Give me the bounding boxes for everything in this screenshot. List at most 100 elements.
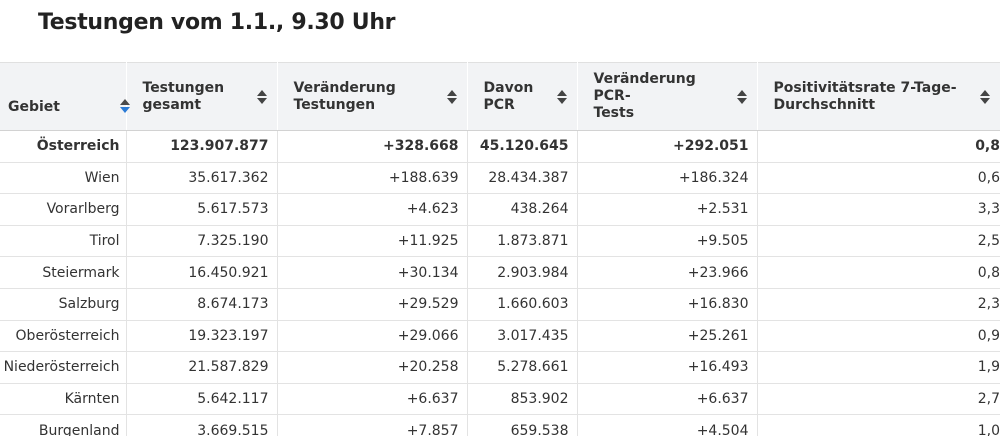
cell-positivitaetsrate: 2,5 <box>757 225 1000 258</box>
cell-davon-pcr: 5.278.661 <box>467 351 578 384</box>
cell-veraenderung-testungen: +328.668 <box>277 130 468 163</box>
cell-gebiet: Oberösterreich <box>0 320 127 353</box>
cell-positivitaetsrate: 0,8 <box>757 130 1000 163</box>
column-header-gebiet[interactable]: Gebiet <box>0 62 130 131</box>
column-header-label-line: Veränderung <box>293 79 396 96</box>
cell-veraenderung-testungen: +29.066 <box>277 320 468 353</box>
column-header-testungen-gesamt[interactable]: Testungen gesamt <box>126 62 278 131</box>
column-header-positivitaetsrate[interactable]: Positivitätsrate 7-Tage- Durchschnitt <box>757 62 1000 131</box>
column-header-content: Veränderung PCR- Tests <box>578 63 757 130</box>
cell-veraenderung-pcr-tests: +9.505 <box>577 225 758 258</box>
header-row: Gebiet Testungen gesamt Veränderung Testunge… <box>0 62 1000 131</box>
cell-gebiet: Österreich <box>0 130 127 163</box>
cell-positivitaetsrate: 0,9 <box>757 320 1000 353</box>
cell-davon-pcr: 3.017.435 <box>467 320 578 353</box>
cell-veraenderung-pcr-tests: +292.051 <box>577 130 758 163</box>
sort-ascending-icon <box>446 89 457 96</box>
sort-icon[interactable] <box>736 89 747 104</box>
cell-testungen-gesamt: 7.325.190 <box>126 225 278 258</box>
cell-veraenderung-pcr-tests: +16.493 <box>577 351 758 384</box>
cell-positivitaetsrate: 2,7 <box>757 383 1000 416</box>
cell-testungen-gesamt: 5.617.573 <box>126 193 278 226</box>
cell-positivitaetsrate: 3,3 <box>757 193 1000 226</box>
sort-ascending-icon <box>120 99 130 105</box>
page-title: Testungen vom 1.1., 9.30 Uhr <box>38 10 396 35</box>
cell-gebiet: Salzburg <box>0 288 127 321</box>
cell-testungen-gesamt: 35.617.362 <box>126 162 278 195</box>
column-header-label-line: Tests <box>593 105 635 121</box>
data-table: Gebiet Testungen gesamt Veränderung Testunge… <box>0 62 1000 436</box>
column-header-label: Veränderung Testungen <box>294 80 396 114</box>
column-header-veraenderung-testungen[interactable]: Veränderung Testungen <box>277 62 468 131</box>
cell-gebiet: Niederösterreich <box>0 351 127 384</box>
column-header-content: Testungen gesamt <box>127 63 277 130</box>
cell-testungen-gesamt: 21.587.829 <box>126 351 278 384</box>
sort-icon[interactable] <box>979 89 990 104</box>
column-header-davon-pcr[interactable]: Davon PCR <box>467 62 578 131</box>
column-header-label-line: PCR <box>483 96 515 113</box>
cell-veraenderung-pcr-tests: +25.261 <box>577 320 758 353</box>
cell-gebiet: Vorarlberg <box>0 193 127 226</box>
cell-gebiet: Kärnten <box>0 383 127 416</box>
column-header-label-line: Veränderung PCR- <box>593 71 696 104</box>
cell-testungen-gesamt: 123.907.877 <box>126 130 278 163</box>
table-row: Burgenland 3.669.515 +7.857 659.538 +4.504 1,… <box>0 414 1000 436</box>
column-header-label: Davon PCR <box>484 80 534 114</box>
cell-veraenderung-pcr-tests: +186.324 <box>577 162 758 195</box>
table-row: Niederösterreich 21.587.829 +20.258 5.278.6… <box>0 351 1000 384</box>
table-row: Steiermark 16.450.921 +30.134 2.903.984 +23.… <box>0 256 1000 289</box>
sort-icon[interactable] <box>556 89 567 104</box>
cell-davon-pcr: 28.434.387 <box>467 162 578 195</box>
table-header: Gebiet Testungen gesamt Veränderung Testunge… <box>0 62 1000 131</box>
table-row: Tirol 7.325.190 +11.925 1.873.871 +9.505 2,5 <box>0 225 1000 258</box>
sort-descending-icon <box>979 97 990 104</box>
cell-positivitaetsrate: 0,6 <box>757 162 1000 195</box>
column-header-label-line: Positivitätsrate 7-Tage- <box>773 79 957 96</box>
column-header-label: Positivitätsrate 7-Tage- Durchschnitt <box>774 80 957 114</box>
sort-icon[interactable] <box>256 89 267 104</box>
table-row: Salzburg 8.674.173 +29.529 1.660.603 +16.830… <box>0 288 1000 321</box>
cell-davon-pcr: 45.120.645 <box>467 130 578 163</box>
cell-veraenderung-pcr-tests: +23.966 <box>577 256 758 289</box>
column-header-content: Davon PCR <box>468 63 577 130</box>
cell-veraenderung-testungen: +7.857 <box>277 414 468 436</box>
cell-positivitaetsrate: 0,8 <box>757 256 1000 289</box>
column-header-content: Positivitätsrate 7-Tage- Durchschnitt <box>758 63 1000 130</box>
sort-descending-icon <box>256 97 267 104</box>
cell-veraenderung-pcr-tests: +2.531 <box>577 193 758 226</box>
column-header-label: Testungen gesamt <box>143 80 225 114</box>
table-body: Österreich 123.907.877 +328.668 45.120.645 +… <box>0 130 1000 436</box>
sort-ascending-icon <box>556 89 567 96</box>
sort-ascending-icon <box>979 89 990 96</box>
cell-veraenderung-testungen: +11.925 <box>277 225 468 258</box>
cell-veraenderung-testungen: +30.134 <box>277 256 468 289</box>
column-header-label-line: Gebiet <box>8 99 60 115</box>
column-header-label: Veränderung PCR- Tests <box>594 71 731 122</box>
cell-veraenderung-testungen: +20.258 <box>277 351 468 384</box>
cell-davon-pcr: 1.873.871 <box>467 225 578 258</box>
column-header-label-line: Testungen <box>293 96 376 113</box>
column-header-label-line: Durchschnitt <box>773 96 876 113</box>
cell-gebiet: Steiermark <box>0 256 127 289</box>
cell-davon-pcr: 659.538 <box>467 414 578 436</box>
column-header-label-line: Testungen <box>142 79 225 96</box>
cell-testungen-gesamt: 19.323.197 <box>126 320 278 353</box>
cell-testungen-gesamt: 16.450.921 <box>126 256 278 289</box>
sort-descending-icon <box>446 97 457 104</box>
cell-davon-pcr: 438.264 <box>467 193 578 226</box>
cell-veraenderung-pcr-tests: +4.504 <box>577 414 758 436</box>
sort-ascending-icon <box>256 89 267 96</box>
cell-positivitaetsrate: 2,3 <box>757 288 1000 321</box>
cell-veraenderung-testungen: +29.529 <box>277 288 468 321</box>
cell-veraenderung-testungen: +4.623 <box>277 193 468 226</box>
cell-davon-pcr: 1.660.603 <box>467 288 578 321</box>
cell-positivitaetsrate: 1,9 <box>757 351 1000 384</box>
table-row: Wien 35.617.362 +188.639 28.434.387 +186.324… <box>0 162 1000 195</box>
cell-veraenderung-testungen: +188.639 <box>277 162 468 195</box>
cell-positivitaetsrate: 1,0 <box>757 414 1000 436</box>
column-header-veraenderung-pcr-tests[interactable]: Veränderung PCR- Tests <box>577 62 758 131</box>
sort-icon[interactable] <box>120 99 130 113</box>
sort-icon[interactable] <box>446 89 457 104</box>
cell-gebiet: Tirol <box>0 225 127 258</box>
cell-gebiet: Burgenland <box>0 414 127 436</box>
